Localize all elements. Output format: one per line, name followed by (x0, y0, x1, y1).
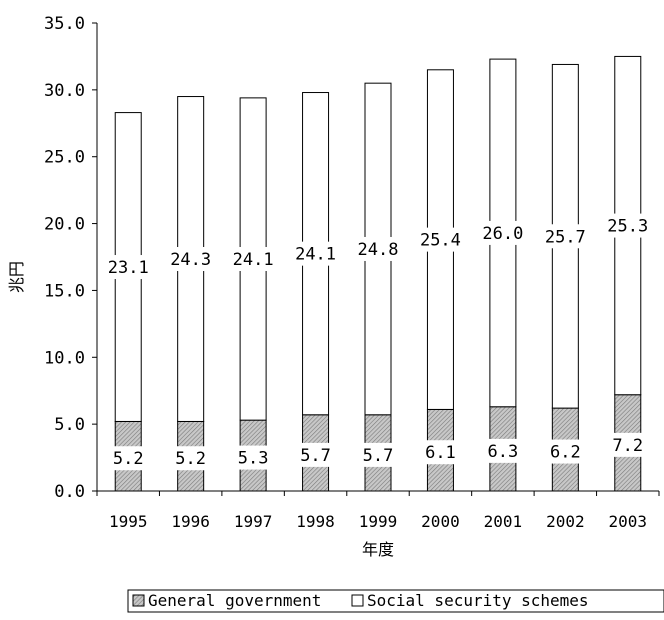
label-bg (413, 227, 468, 252)
x-tick-label: 1996 (171, 512, 210, 531)
data-label-social-security: 26.0 (482, 224, 523, 244)
data-label-general-government: 5.7 (300, 446, 331, 466)
axes: 0.0 5.0 10.0 15.0 20.0 25.0 30.0 35.0 1995 1996 19… (44, 14, 660, 531)
label-bg (606, 432, 649, 457)
x-tick-label: 1997 (234, 512, 273, 531)
x-tick-label: 1998 (296, 512, 335, 531)
label-bg (544, 439, 587, 464)
data-label-general-government: 5.2 (175, 449, 206, 469)
data-label-social-security: 25.7 (545, 227, 586, 247)
label-bg (163, 247, 218, 272)
y-tick-label: 10.0 (44, 348, 85, 368)
label-bg (600, 213, 655, 238)
label-bg (288, 241, 343, 266)
x-axis-title: 年度 (362, 540, 394, 559)
y-tick-label: 0.0 (54, 482, 85, 502)
label-bg (232, 445, 275, 470)
y-tick-label: 15.0 (44, 281, 85, 301)
x-tick-label: 1999 (359, 512, 398, 531)
bars (114, 55, 642, 492)
data-label-social-security: 24.8 (358, 240, 399, 260)
data-label-social-security: 25.3 (607, 217, 648, 237)
y-axis-title: 兆円 (7, 261, 26, 293)
data-label-general-government: 5.7 (363, 446, 394, 466)
data-label-general-government: 6.1 (425, 443, 456, 463)
label-bg (538, 224, 593, 249)
label-bg (475, 220, 530, 245)
label-bg (169, 446, 212, 471)
data-label-social-security: 24.3 (170, 250, 211, 270)
x-tick-label: 2000 (421, 512, 460, 531)
label-bg (351, 236, 405, 261)
data-label-general-government: 5.3 (238, 449, 269, 469)
x-tick-label: 1995 (109, 512, 148, 531)
data-label-social-security: 24.1 (295, 245, 336, 265)
data-labels: 5.2 23.1 5.2 24.3 5.3 24.1 5.7 24.1 5.7 24.8 6.1 25… (101, 213, 655, 471)
y-tick-label: 30.0 (44, 81, 85, 101)
data-label-general-government: 6.3 (488, 442, 519, 462)
label-bg (226, 247, 281, 272)
legend-swatch-general-government (132, 594, 145, 607)
label-bg (101, 255, 156, 280)
legend-frame (127, 589, 664, 613)
label-bg (357, 442, 399, 467)
data-label-general-government: 5.2 (113, 449, 144, 469)
y-tick-label: 35.0 (44, 14, 85, 34)
legend-swatch-social-security (351, 594, 364, 607)
label-bg (419, 440, 462, 465)
x-tick-label: 2003 (609, 512, 648, 531)
x-tick-label: 2002 (546, 512, 585, 531)
legend-label-general-government: General government (148, 591, 321, 610)
data-label-general-government: 7.2 (612, 436, 643, 456)
label-bg (107, 446, 150, 471)
x-tick-label: 2001 (484, 512, 523, 531)
y-tick-label: 5.0 (54, 415, 85, 435)
legend: General government Social security schem… (127, 589, 664, 613)
data-label-general-government: 6.2 (550, 443, 581, 463)
label-bg (294, 442, 337, 467)
label-bg (481, 438, 524, 463)
data-label-social-security: 23.1 (108, 258, 149, 278)
legend-label-social-security: Social security schemes (367, 591, 589, 610)
data-label-social-security: 24.1 (233, 250, 274, 270)
y-tick-label: 25.0 (44, 148, 85, 168)
data-label-social-security: 25.4 (420, 231, 461, 251)
y-tick-label: 20.0 (44, 215, 85, 235)
